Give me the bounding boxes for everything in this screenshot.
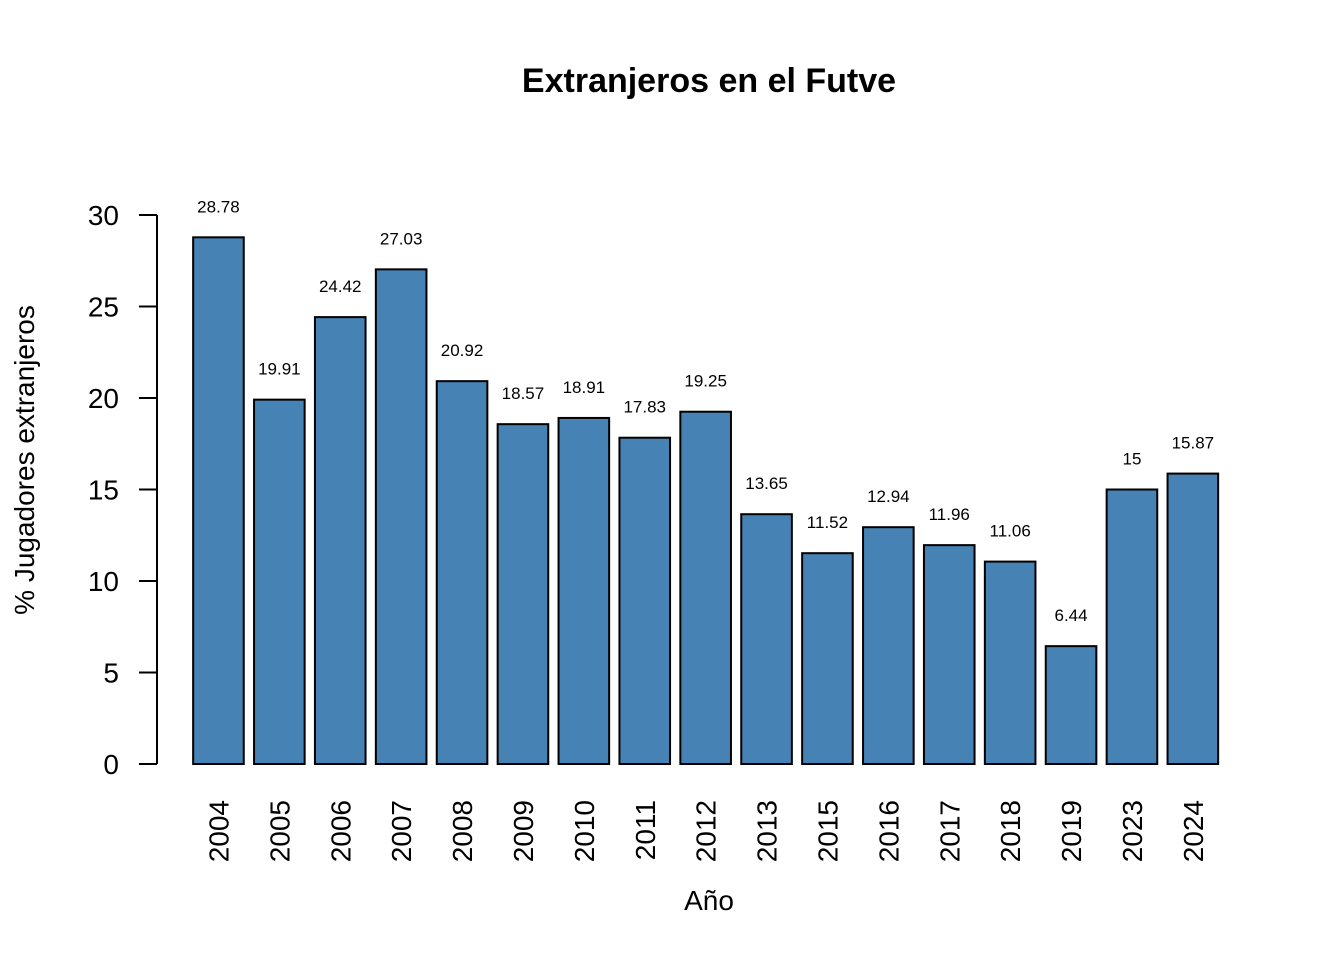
data-label-2009: 18.57 <box>502 384 545 403</box>
bar-2008 <box>435 380 489 765</box>
x-tick-label-2012: 2012 <box>691 800 722 862</box>
bar-2019 <box>1044 645 1098 766</box>
x-tick-label-2018: 2018 <box>995 800 1026 862</box>
data-label-2008: 20.92 <box>441 341 484 360</box>
x-tick-labels-group: 2004 2005 2006 2007 2008 2009 2010 2011 2012 2013… <box>203 800 1208 862</box>
data-label-2012: 19.25 <box>684 372 727 391</box>
bar-2006 <box>313 316 367 765</box>
bar-2012 <box>679 410 732 765</box>
y-axis-label: % Jugadores extranjeros <box>9 305 40 615</box>
bar-2017 <box>922 544 976 766</box>
x-axis-label: Año <box>684 885 734 916</box>
bar-2015 <box>801 552 854 766</box>
bar-2018 <box>983 560 1037 765</box>
data-label-2004: 28.78 <box>197 197 240 216</box>
bar-2007 <box>374 268 428 765</box>
bar-2016 <box>862 526 915 765</box>
x-tick-label-2024: 2024 <box>1178 800 1209 862</box>
y-tick-label: 15 <box>88 475 119 506</box>
data-label-2011: 17.83 <box>623 398 666 417</box>
data-label-2010: 18.91 <box>563 378 606 397</box>
x-tick-label-2008: 2008 <box>447 800 478 862</box>
y-tick-label: 10 <box>88 566 119 597</box>
bar-2011 <box>618 436 672 765</box>
x-tick-label-2007: 2007 <box>386 800 417 862</box>
data-labels-group: 28.78 19.91 24.42 27.03 20.92 18.57 18.91 17.83… <box>197 197 1214 625</box>
y-tick-label: 5 <box>103 658 119 689</box>
bars-group <box>192 236 1220 766</box>
bar-2010 <box>557 416 611 765</box>
y-tick-label: 0 <box>103 749 119 780</box>
x-tick-label-2004: 2004 <box>203 800 234 862</box>
bar-2004 <box>192 236 245 766</box>
x-tick-label-2013: 2013 <box>752 800 783 862</box>
data-label-2024: 15.87 <box>1172 434 1215 453</box>
data-label-2023: 15 <box>1122 450 1141 469</box>
x-tick-label-2015: 2015 <box>812 800 843 862</box>
y-tick-label: 20 <box>88 383 119 414</box>
x-tick-label-2009: 2009 <box>508 800 539 862</box>
y-tick-label: 25 <box>88 292 119 323</box>
x-tick-label-2011: 2011 <box>630 800 661 860</box>
chart-title: Extranjeros en el Futve <box>522 62 896 100</box>
bar-2009 <box>496 423 550 765</box>
x-tick-label-2016: 2016 <box>873 800 904 862</box>
data-label-2019: 6.44 <box>1055 606 1088 625</box>
y-tick-label: 30 <box>88 200 119 231</box>
x-tick-label-2017: 2017 <box>934 800 965 862</box>
x-tick-label-2019: 2019 <box>1056 800 1087 862</box>
bar-2013 <box>740 513 793 766</box>
bar-2005 <box>253 398 306 765</box>
data-label-2006: 24.42 <box>319 277 362 296</box>
data-label-2016: 12.94 <box>867 487 910 506</box>
data-label-2007: 27.03 <box>380 229 423 248</box>
data-label-2018: 11.06 <box>990 522 1031 541</box>
x-tick-label-2006: 2006 <box>325 800 356 862</box>
data-label-2013: 13.65 <box>745 474 788 493</box>
bar-2024 <box>1166 472 1220 765</box>
x-tick-label-2023: 2023 <box>1117 800 1148 862</box>
y-axis: 0 5 10 15 20 25 30 <box>88 200 158 780</box>
data-label-2015: 11.52 <box>807 513 848 532</box>
x-tick-label-2005: 2005 <box>264 800 295 862</box>
bar-2023 <box>1105 488 1159 765</box>
x-tick-label-2010: 2010 <box>569 800 600 862</box>
data-label-2017: 11.96 <box>929 505 970 524</box>
data-label-2005: 19.91 <box>258 360 301 379</box>
